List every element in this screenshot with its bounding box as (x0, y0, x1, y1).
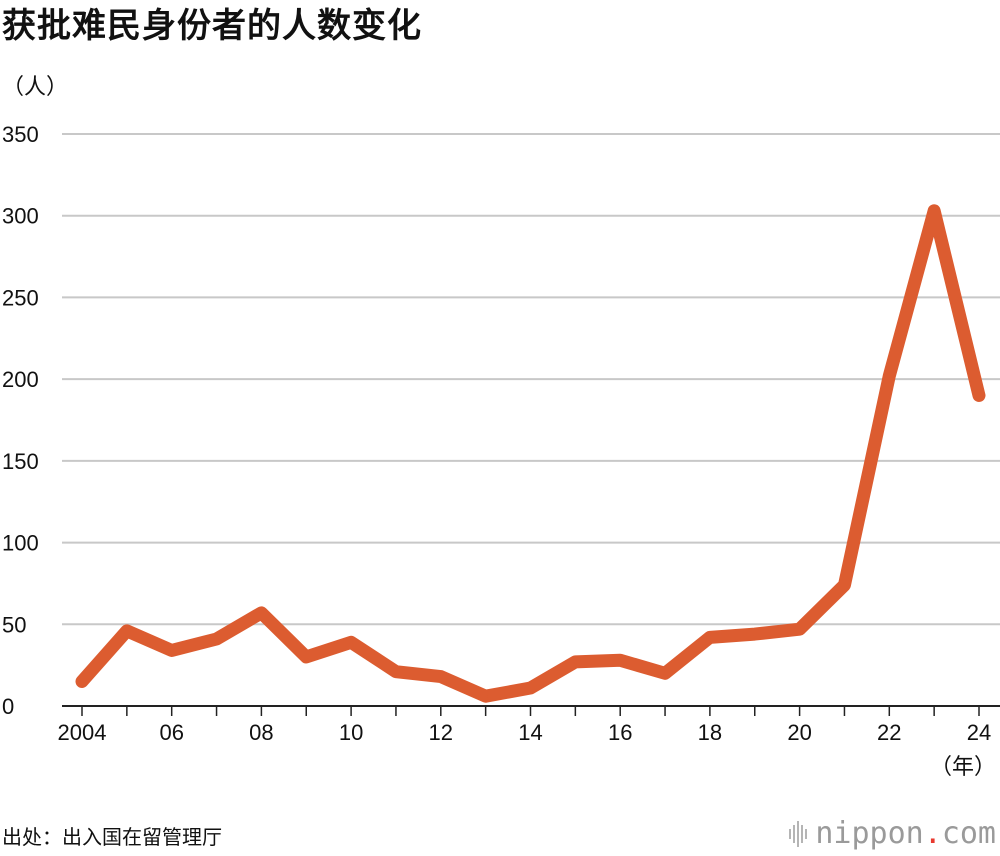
x-tick-label-2020: 20 (787, 720, 811, 745)
chart-title: 获批难民身份者的人数变化 (2, 6, 422, 46)
data-point-2018 (707, 635, 712, 640)
y-tick-label-250: 250 (2, 285, 39, 310)
data-point-2016 (618, 658, 623, 663)
data-point-2013 (483, 694, 488, 699)
y-tick-label-0: 0 (2, 694, 14, 719)
x-tick-label-2016: 16 (608, 720, 632, 745)
logo-name: nippon (815, 816, 924, 851)
data-point-2019 (752, 632, 757, 637)
data-point-2007 (214, 636, 219, 641)
y-tick-label-100: 100 (2, 531, 39, 556)
y-tick-label-300: 300 (2, 204, 39, 229)
x-axis-unit-label: （年） (929, 755, 996, 780)
data-point-2022 (887, 373, 892, 378)
logo-dot: . (923, 816, 942, 851)
data-point-2005 (124, 628, 129, 633)
x-tick-label-2006: 06 (159, 720, 183, 745)
source-note: 出处：出入国在留管理厅 (2, 825, 222, 849)
x-tick-label-2010: 10 (339, 720, 363, 745)
data-point-2024 (977, 393, 981, 398)
y-axis-ticks: 0 50 100 150 200 250 300 350 (2, 122, 39, 719)
data-point-2009 (304, 654, 309, 659)
y-tick-label-50: 50 (2, 612, 26, 637)
data-point-2020 (797, 627, 802, 632)
nippon-logo: nippon.com (789, 814, 996, 854)
data-point-2023 (932, 208, 937, 213)
logo-suffix: com (941, 816, 996, 851)
data-point-2012 (438, 674, 443, 679)
data-point-2017 (663, 671, 668, 676)
x-tick-label-2004: 2004 (58, 720, 107, 745)
data-point-2004 (80, 679, 84, 684)
logo-bars-icon (789, 821, 808, 847)
x-axis-ticks: 2004 06 08 10 12 14 16 18 20 22 24 (58, 720, 992, 745)
x-tick-label-2014: 14 (518, 720, 542, 745)
x-tick-label-2022: 22 (877, 720, 901, 745)
x-tick-label-2012: 12 (429, 720, 453, 745)
y-tick-label-200: 200 (2, 367, 39, 392)
data-point-2011 (393, 669, 398, 674)
grid-lines (62, 133, 1000, 716)
y-tick-label-350: 350 (2, 122, 39, 147)
data-point-2014 (528, 686, 533, 691)
data-point-2015 (573, 659, 578, 664)
data-point-2010 (349, 640, 354, 645)
x-tick-label-2024: 24 (967, 720, 991, 745)
x-tick-label-2018: 18 (698, 720, 722, 745)
x-tick-label-2008: 08 (249, 720, 273, 745)
y-axis-unit-label: （人） (2, 75, 69, 100)
y-tick-label-150: 150 (2, 449, 39, 474)
data-point-2008 (259, 610, 264, 615)
data-point-2021 (842, 583, 847, 588)
data-point-2006 (169, 648, 174, 653)
logo-text: nippon.com (815, 814, 996, 854)
series-layer (75, 204, 986, 703)
